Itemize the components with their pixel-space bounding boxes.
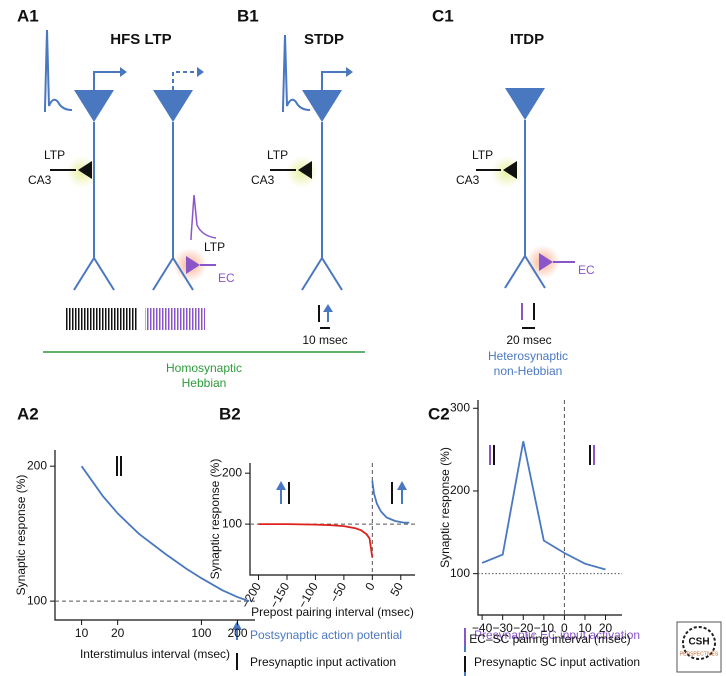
x-tick-label: 20 — [111, 626, 125, 640]
x-tick-label: 10 — [75, 626, 89, 640]
x-tick-label: 20 — [599, 621, 613, 635]
y-tick-label: 300 — [450, 400, 470, 414]
x-axis-label: EC–SC pairing interval (msec) — [469, 632, 630, 646]
synapse-label: EC — [218, 271, 235, 285]
logo-sub: PERSPECTIVES — [680, 651, 719, 657]
panel-label: C2 — [428, 404, 450, 423]
panel-label: B2 — [219, 404, 241, 423]
synapse-label: LTP — [267, 148, 288, 162]
synapse-label: LTP — [44, 148, 65, 162]
legend-text: Postsynaptic action potential — [250, 628, 402, 642]
panel-label: C1 — [432, 6, 454, 25]
logo-text: CSH — [688, 637, 709, 648]
panel-label: B1 — [237, 6, 259, 25]
x-axis-label: Prepost pairing interval (msec) — [251, 605, 414, 619]
category-label: non-Hebbian — [494, 364, 563, 378]
data-line — [481, 441, 606, 571]
x-tick-label: 10 — [578, 621, 592, 635]
axis-line — [249, 463, 415, 576]
synapse-label: LTP — [472, 148, 493, 162]
y-tick-label: 100 — [222, 516, 242, 530]
category-label: Hebbian — [182, 376, 227, 390]
synapse-label: EC — [578, 263, 595, 277]
y-tick-label: 200 — [27, 458, 47, 472]
y-axis-label: Synaptic response (%) — [438, 447, 452, 568]
synapse-label: LTP — [204, 240, 225, 254]
y-tick-label: 200 — [450, 483, 470, 497]
legend-text: Presynaptic input activation — [250, 655, 396, 669]
x-tick-label: 0 — [561, 621, 568, 635]
x-tick-label: −50 — [327, 580, 349, 605]
y-tick-label: 100 — [450, 566, 470, 580]
panel-title: STDP — [304, 31, 344, 48]
data-line — [80, 465, 250, 602]
logo: CSH PERSPECTIVES — [676, 621, 722, 673]
x-tick-label: −40 — [472, 621, 493, 635]
synapse-label: CA3 — [28, 173, 52, 187]
x-tick-label: 100 — [191, 626, 211, 640]
x-tick-label: −10 — [534, 621, 555, 635]
axis-line — [54, 450, 255, 621]
axis-line — [477, 400, 622, 616]
legend-text: Presynaptic SC input activation — [474, 655, 640, 669]
x-tick-label: 50 — [387, 580, 406, 599]
x-tick-label: 0 — [362, 580, 378, 593]
y-tick-label: 100 — [27, 593, 47, 607]
panel-label: A1 — [17, 6, 39, 25]
data-line — [371, 480, 410, 524]
y-tick-label: 200 — [222, 465, 242, 479]
category-label: Homosynaptic — [166, 361, 242, 375]
scale-label: 10 msec — [302, 333, 347, 347]
y-axis-label: Synaptic response (%) — [208, 459, 222, 580]
synapse-label: CA3 — [251, 173, 275, 187]
category-label: Heterosynaptic — [488, 349, 568, 363]
scale-label: 20 msec — [506, 333, 551, 347]
synapse-label: CA3 — [456, 173, 480, 187]
neurons — [44, 29, 575, 291]
x-tick-label: 200 — [227, 626, 247, 640]
y-axis-label: Synaptic response (%) — [14, 475, 28, 596]
x-tick-label: −30 — [493, 621, 514, 635]
x-axis-label: Interstimulus interval (msec) — [80, 647, 230, 661]
panel-label: A2 — [17, 404, 39, 423]
data-line — [258, 523, 374, 558]
panel-title: ITDP — [510, 31, 544, 48]
panel-title: HFS LTP — [110, 31, 171, 48]
chart-symbols — [116, 445, 595, 676]
stimulus-trains — [43, 303, 535, 353]
legend-text: Presynaptic EC input activation — [474, 628, 640, 642]
x-tick-label: −20 — [513, 621, 534, 635]
